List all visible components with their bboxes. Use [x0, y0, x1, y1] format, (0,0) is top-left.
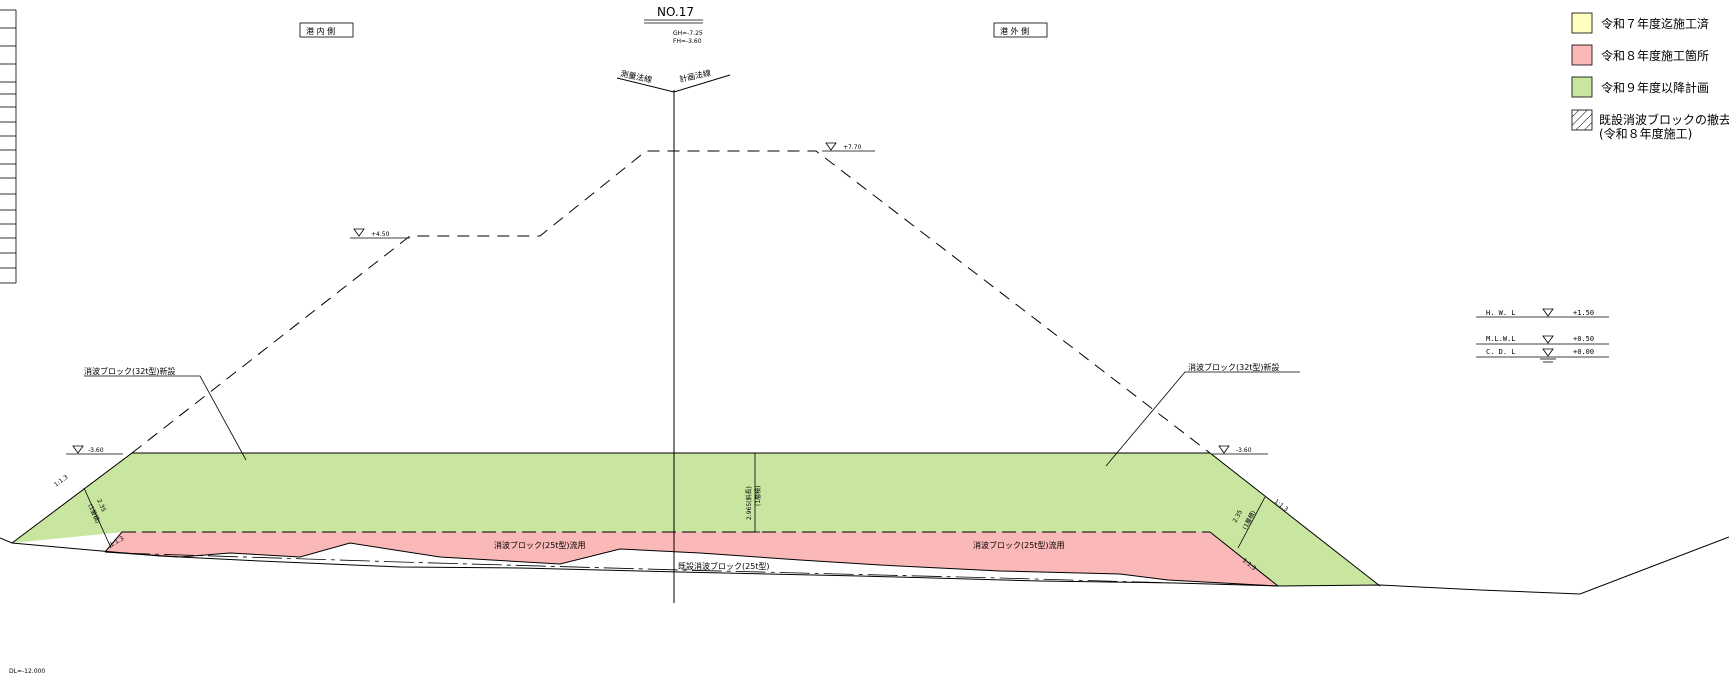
- section-number: NO.17: [657, 5, 694, 19]
- harbor-inner-box: [299, 22, 354, 38]
- level-right-crest: -3.60: [1236, 447, 1252, 454]
- center-thickness-value: 2.965(斜長): [745, 486, 753, 520]
- center-thickness-dimension: [750, 452, 760, 533]
- level-markers: [66, 142, 1268, 455]
- center-thickness-note: (1層積): [754, 486, 762, 507]
- reuse-left-label: 消波ブロック(25t型)流用: [494, 540, 586, 550]
- harbor-inner-label: 港 内 側: [306, 26, 335, 36]
- legend-label-green: 令和９年度以降計画: [1601, 80, 1709, 95]
- plan-line-label: 計画法線: [678, 68, 711, 84]
- harbor-outer-label: 港 外 側: [1000, 26, 1029, 36]
- harbor-outer-box: [993, 22, 1048, 38]
- existing-blocks-label: 既設消波ブロック(25t型): [678, 561, 770, 571]
- planned-new-blocks-area: [12, 453, 1378, 586]
- title-block-fragment: [0, 9, 17, 284]
- legend: 令和７年度迄施工済 令和８年度施工箇所 令和９年度以降計画 既設消波ブロックの撤…: [1571, 12, 1729, 141]
- gh-value: GH=-7.25: [673, 30, 703, 37]
- datum-level: DL=-12.000: [9, 668, 45, 675]
- slope-label-left-outer: 1:1.3: [53, 474, 70, 489]
- level-top: +7.70: [843, 144, 862, 151]
- level-left-crest: -3.60: [88, 447, 104, 454]
- hwl-label: H. W. L: [1486, 309, 1516, 317]
- survey-line-label: 測量法線: [620, 68, 653, 84]
- hwl-value: +1.50: [1573, 309, 1594, 317]
- tide-level-table: [1476, 308, 1609, 363]
- fh-value: FH=-3.60: [673, 38, 702, 45]
- legend-swatch-green: [1571, 76, 1593, 98]
- existing-block-line: [119, 552, 1176, 584]
- mlwl-value: +0.50: [1573, 335, 1594, 343]
- planned-profile-dashed: [131, 150, 1211, 454]
- legend-label-pink: 令和８年度施工箇所: [1601, 48, 1709, 63]
- reuse-right-label: 消波ブロック(25t型)流用: [973, 540, 1065, 550]
- new-blocks-right-label: 消波ブロック(32t型)新設: [1188, 362, 1280, 372]
- new-blocks-left-label: 消波ブロック(32t型)新設: [84, 366, 176, 376]
- cdl-value: +0.00: [1573, 348, 1594, 356]
- side-thickness-dimensions: [83, 487, 1266, 549]
- level-left-upper: +4.50: [371, 231, 390, 238]
- leader-lines: [84, 371, 1300, 467]
- current-year-reuse-area: [105, 532, 1278, 586]
- alignment-lines-marker: [616, 74, 731, 93]
- mlwl-label: M.L.W.L: [1486, 335, 1516, 343]
- cdl-label: C. D. L: [1486, 348, 1516, 356]
- legend-swatch-yellow: [1571, 12, 1593, 34]
- legend-swatch-hatch: [1571, 109, 1593, 131]
- legend-swatch-pink: [1571, 44, 1593, 66]
- legend-label-hatch-1: 既設消波ブロックの撤去: [1599, 112, 1729, 127]
- legend-label-hatch-2: (令和８年度施工): [1599, 126, 1692, 141]
- legend-label-yellow: 令和７年度迄施工済: [1601, 16, 1709, 31]
- left-thickness-value: 2.35: [95, 498, 107, 513]
